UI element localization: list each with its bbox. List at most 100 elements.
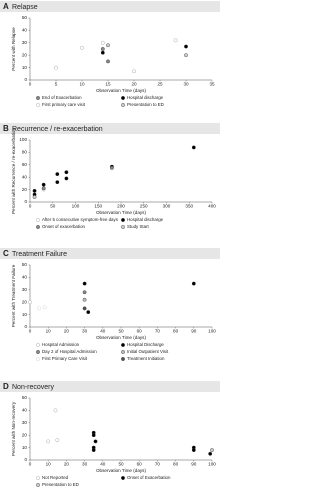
x-tick-label: 70 bbox=[155, 329, 161, 334]
y-tick-label: 100 bbox=[19, 137, 27, 142]
legend-marker bbox=[36, 96, 40, 100]
legend-label: Onset of Exacerbation bbox=[127, 475, 171, 480]
x-tick-label: 100 bbox=[208, 329, 216, 334]
legend-marker bbox=[121, 96, 125, 100]
data-point bbox=[100, 50, 105, 55]
data-point bbox=[55, 172, 60, 177]
panel-letter: C bbox=[3, 249, 9, 258]
data-point bbox=[210, 448, 214, 452]
y-tick-label: 40 bbox=[22, 28, 28, 33]
x-tick-label: 50 bbox=[118, 329, 124, 334]
x-tick-label: 100 bbox=[72, 204, 80, 209]
y-tick-label: 20 bbox=[22, 432, 28, 437]
y-tick-label: 40 bbox=[22, 408, 28, 413]
x-tick-label: 20 bbox=[131, 82, 137, 87]
data-point bbox=[32, 195, 37, 199]
data-point bbox=[91, 448, 96, 452]
data-point bbox=[82, 297, 87, 302]
legend-label: Hospital discharge bbox=[127, 217, 164, 222]
y-axis-label: Percent with Treatment Failure bbox=[11, 264, 16, 327]
y-axis-label: Percent with Recurrence / re-exacerbatio… bbox=[11, 128, 16, 214]
panel: D Non-recovery 0 10 20 30 40 50 60 70 80 90 100 0 10 20… bbox=[0, 381, 220, 487]
data-point bbox=[41, 186, 46, 191]
panel: B Recurrence / re-exacerbation 0 50 100 150 20… bbox=[0, 123, 220, 229]
panel-letter: A bbox=[3, 2, 9, 11]
y-tick-label: 50 bbox=[22, 15, 28, 20]
data-point bbox=[106, 59, 110, 64]
y-tick-label: 10 bbox=[22, 445, 28, 450]
y-tick-label: 20 bbox=[22, 187, 28, 192]
y-tick-label: 20 bbox=[22, 299, 28, 304]
x-tick-label: 50 bbox=[50, 204, 56, 209]
panel-letter: B bbox=[3, 124, 9, 133]
data-point bbox=[82, 306, 87, 311]
x-tick-label: 0 bbox=[29, 462, 32, 467]
legend-marker bbox=[36, 483, 40, 487]
legend-label: Onset of exacerbation bbox=[42, 224, 86, 229]
data-point bbox=[173, 38, 178, 43]
y-tick-label: 50 bbox=[22, 395, 28, 400]
x-tick-label: 30 bbox=[82, 329, 88, 334]
y-tick-label: 50 bbox=[22, 262, 28, 267]
data-point bbox=[208, 451, 213, 456]
data-point bbox=[91, 433, 96, 438]
x-tick-label: 10 bbox=[46, 329, 52, 334]
y-tick-label: 0 bbox=[24, 457, 27, 462]
data-point bbox=[55, 438, 60, 443]
x-tick-label: 200 bbox=[117, 204, 125, 209]
y-tick-label: 20 bbox=[22, 52, 28, 57]
x-tick-label: 350 bbox=[185, 204, 193, 209]
x-tick-label: 50 bbox=[118, 462, 124, 467]
legend-label: After 5 consecutive symptom-free days bbox=[42, 217, 119, 222]
data-point bbox=[42, 305, 47, 310]
data-point bbox=[100, 47, 105, 51]
y-axis-label: Percent with Non-recovery bbox=[11, 401, 16, 456]
y-axis-label: Percent with Relapse bbox=[11, 27, 16, 71]
x-tick-label: 30 bbox=[82, 462, 88, 467]
legend-marker bbox=[121, 103, 125, 107]
x-tick-label: 40 bbox=[100, 462, 106, 467]
legend-marker bbox=[36, 343, 40, 347]
y-tick-label: 0 bbox=[24, 77, 27, 82]
panel: A Relapse 0 5 10 15 20 25 30 35 0 10 20 30 40 50 Observa… bbox=[0, 1, 220, 107]
legend-label: First primary care visit bbox=[42, 102, 86, 107]
y-tick-label: 40 bbox=[22, 275, 28, 280]
title-band bbox=[0, 381, 220, 392]
x-axis-label: Observation Time (days) bbox=[96, 468, 147, 473]
data-point bbox=[86, 310, 91, 315]
x-tick-label: 400 bbox=[208, 204, 216, 209]
data-point bbox=[110, 165, 114, 170]
x-tick-label: 60 bbox=[137, 329, 143, 334]
data-point bbox=[41, 182, 46, 187]
legend-label: Hospital Discharge bbox=[127, 342, 164, 347]
data-point bbox=[106, 43, 110, 48]
x-tick-label: 80 bbox=[173, 462, 179, 467]
data-point bbox=[184, 44, 188, 49]
panel-title: Relapse bbox=[12, 4, 38, 11]
x-tick-label: 0 bbox=[29, 82, 32, 87]
legend-marker bbox=[36, 218, 40, 222]
x-tick-label: 80 bbox=[173, 329, 179, 334]
data-point bbox=[82, 281, 87, 286]
y-tick-label: 30 bbox=[22, 420, 28, 425]
legend-marker bbox=[36, 476, 40, 480]
x-tick-label: 150 bbox=[94, 204, 102, 209]
legend-label: First Primary Care Visit bbox=[42, 356, 88, 361]
data-point bbox=[80, 45, 84, 50]
y-tick-label: 10 bbox=[22, 65, 28, 70]
legend-marker bbox=[36, 225, 40, 229]
data-point bbox=[32, 188, 37, 193]
data-point bbox=[64, 176, 69, 181]
legend-marker bbox=[121, 225, 125, 229]
y-tick-label: 80 bbox=[22, 150, 28, 155]
panel-title: Recurrence / re-exacerbation bbox=[12, 126, 103, 133]
x-tick-label: 90 bbox=[191, 462, 197, 467]
x-tick-label: 10 bbox=[79, 82, 85, 87]
legend-marker bbox=[121, 350, 125, 354]
x-tick-label: 20 bbox=[64, 462, 70, 467]
y-tick-label: 10 bbox=[22, 312, 28, 317]
data-point bbox=[191, 281, 196, 286]
legend-label: Hospital discharge bbox=[127, 95, 164, 100]
